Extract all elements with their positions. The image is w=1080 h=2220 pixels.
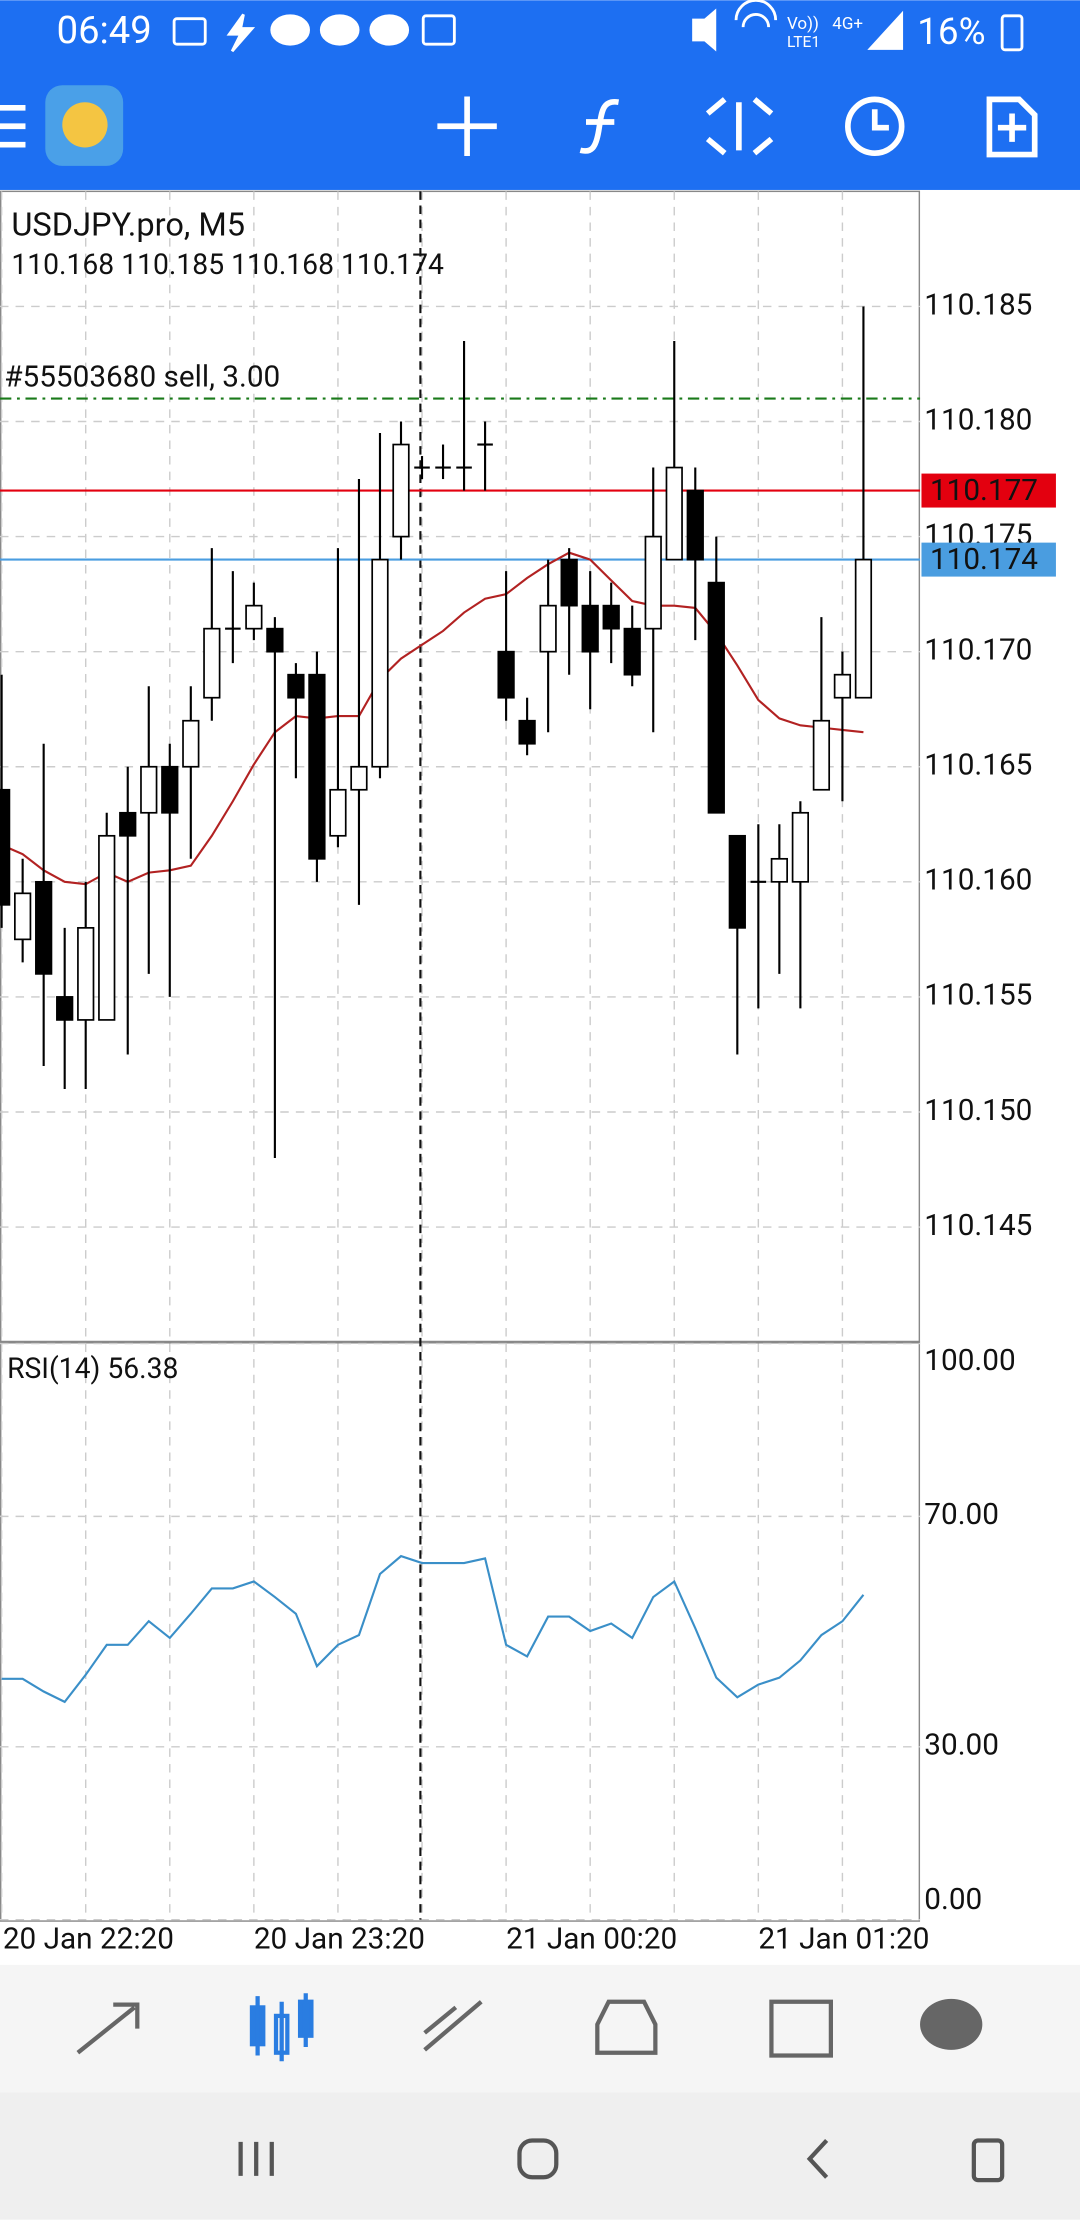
candle-body xyxy=(623,627,641,676)
chart-tab[interactable] xyxy=(249,1993,314,2062)
candle-body xyxy=(497,650,515,699)
candle-body xyxy=(644,535,662,630)
y-tick-label: 70.00 xyxy=(924,1497,999,1532)
rsi-line xyxy=(1,1554,865,1704)
trade-button[interactable] xyxy=(705,97,774,156)
candle-body xyxy=(581,604,599,653)
candle-body xyxy=(518,719,536,745)
price-tag-label: 110.174 xyxy=(930,542,1038,577)
y-tick-label: 110.185 xyxy=(924,287,1032,322)
quotes-tab[interactable] xyxy=(76,2002,140,2055)
y-tick-label: 110.180 xyxy=(924,402,1032,437)
objects-button[interactable] xyxy=(986,96,1038,158)
chart-frame xyxy=(0,190,921,1922)
crosshair-button[interactable] xyxy=(437,96,497,156)
history-tab[interactable] xyxy=(595,1999,658,2055)
status-icons xyxy=(172,0,1024,53)
candle-body xyxy=(329,788,347,837)
y-tick-label: 110.155 xyxy=(924,978,1032,1013)
candle-body xyxy=(770,857,788,883)
chart-title: USDJPY.pro, M5 xyxy=(11,205,245,243)
status-network-sub: LTE1 xyxy=(787,33,820,51)
y-tick-label: 110.170 xyxy=(924,633,1032,668)
candle-body xyxy=(854,558,873,699)
y-tick-label: 110.150 xyxy=(924,1093,1032,1128)
recents-button[interactable] xyxy=(238,2141,274,2176)
toolbar-icons xyxy=(0,85,1038,166)
candle-body xyxy=(560,558,578,607)
candle-body xyxy=(56,996,74,1021)
candle-body xyxy=(98,834,116,1021)
price-tag xyxy=(921,473,1056,508)
candle-body xyxy=(350,765,368,791)
x-tick-label: 20 Jan 23:20 xyxy=(254,1922,425,1957)
y-tick-label: 100.00 xyxy=(924,1343,1015,1378)
candle-body xyxy=(266,627,284,653)
candle-body xyxy=(0,788,11,906)
keyboard-button[interactable] xyxy=(971,2138,1005,2183)
candle-body xyxy=(308,673,326,860)
y-tick-label: 110.165 xyxy=(924,748,1032,783)
candle-body xyxy=(392,443,410,538)
candle-body xyxy=(35,880,53,975)
candle-body xyxy=(245,604,263,630)
candle-body xyxy=(203,627,221,699)
candle-body xyxy=(182,719,200,768)
trade-tab[interactable] xyxy=(423,2000,483,2052)
bottom-nav-icons xyxy=(76,1993,983,2062)
candle-body xyxy=(686,489,704,561)
candle-body xyxy=(77,927,95,1021)
level-label: #55503680 sell, 3.00 xyxy=(4,360,280,395)
candle-body xyxy=(539,604,557,653)
y-tick-label: 110.160 xyxy=(924,863,1032,898)
plot: 110.145 110.150 110.155 110.160 110.165 110.1… xyxy=(0,191,1056,1957)
system-nav-buttons xyxy=(238,2138,1005,2183)
price-tag xyxy=(921,542,1056,577)
candle-body xyxy=(602,604,620,630)
candle-body xyxy=(14,892,32,941)
home-button[interactable] xyxy=(517,2138,559,2180)
status-battery: 16% xyxy=(917,10,985,53)
candle-body xyxy=(665,466,683,561)
status-network: Vo)) xyxy=(787,14,819,34)
candle-body xyxy=(791,811,810,883)
chat-tab[interactable] xyxy=(920,1998,983,2050)
candle-body xyxy=(371,558,389,768)
price-tag-label: 110.177 xyxy=(930,473,1038,508)
x-tick-label: 20 Jan 22:20 xyxy=(3,1922,174,1957)
rsi-title: RSI(14) 56.38 xyxy=(7,1352,178,1385)
candle-body xyxy=(287,673,305,699)
system-nav xyxy=(0,2092,1080,2220)
x-tick-label: 21 Jan 01:20 xyxy=(758,1922,929,1957)
y-tick-label: 110.145 xyxy=(924,1208,1032,1243)
candle-body xyxy=(833,673,852,699)
back-button[interactable] xyxy=(806,2139,829,2179)
candle-body xyxy=(707,581,725,814)
y-tick-label: 30.00 xyxy=(924,1728,999,1763)
status-time: 06:49 xyxy=(57,9,152,53)
candle-body xyxy=(812,719,831,791)
candle-body xyxy=(119,811,137,837)
timeframe-button[interactable] xyxy=(845,96,905,156)
candle-body xyxy=(728,834,746,929)
news-tab[interactable] xyxy=(769,1999,834,2058)
candle-body xyxy=(161,765,179,814)
candle-body xyxy=(140,765,158,814)
indicators-button[interactable] xyxy=(579,99,620,154)
ohlc-label: 110.168 110.185 110.168 110.174 xyxy=(11,248,444,281)
y-tick-label: 0.00 xyxy=(924,1882,982,1917)
x-tick-label: 21 Jan 00:20 xyxy=(506,1922,677,1957)
bottom-nav xyxy=(0,1964,1080,2093)
menu-button[interactable] xyxy=(0,105,26,148)
status-signal: 4G+ xyxy=(832,14,863,34)
